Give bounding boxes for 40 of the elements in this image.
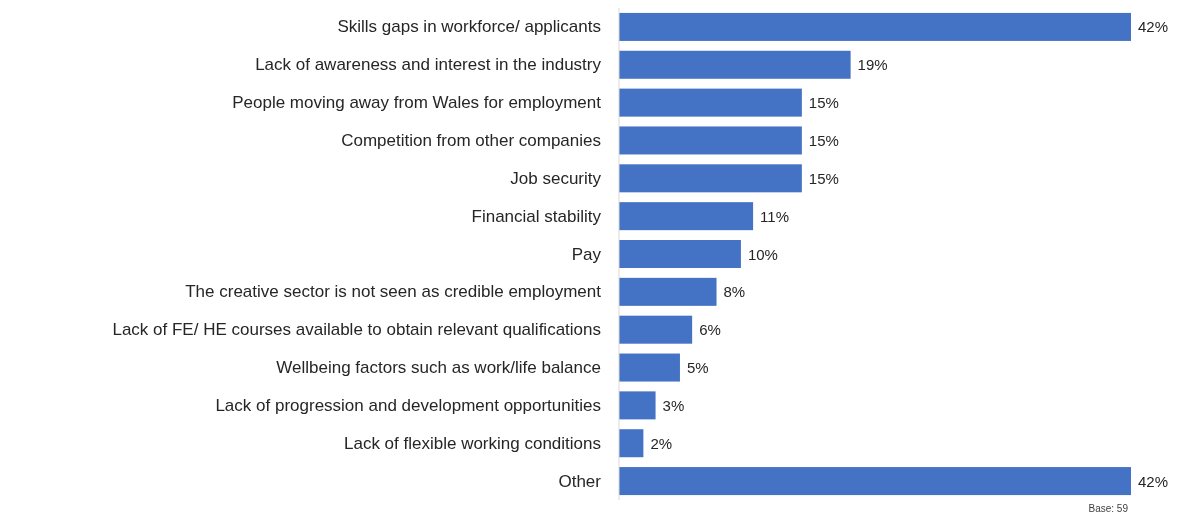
data-label: 3% — [662, 396, 685, 414]
bar — [619, 467, 1131, 496]
y-tick-label: Pay — [571, 244, 602, 264]
bar — [619, 88, 802, 117]
bar — [619, 12, 1131, 41]
data-label: 42% — [1138, 18, 1169, 36]
bar — [619, 315, 693, 344]
data-label: 8% — [723, 283, 746, 301]
bar — [619, 202, 754, 231]
y-tick-label: People moving away from Wales for employment — [232, 93, 602, 113]
data-label: 2% — [650, 434, 673, 452]
y-tick-label: Lack of progression and development opportunities — [215, 395, 601, 415]
y-tick-label: Wellbeing factors such as work/life balance — [276, 358, 601, 378]
data-label: 19% — [857, 56, 888, 74]
data-label: 15% — [808, 169, 839, 187]
bar — [619, 240, 741, 268]
data-label: 15% — [808, 131, 839, 149]
y-tick-label: Lack of flexible working conditions — [343, 433, 601, 453]
text: Base: 59 — [1088, 503, 1129, 514]
bar — [619, 391, 656, 420]
data-label: 6% — [699, 321, 721, 339]
bar — [619, 277, 717, 306]
y-tick-label: The creative sector is not seen as credible employment — [185, 282, 602, 302]
y-tick-label: Competition from other companies — [341, 130, 601, 150]
y-tick-label: Lack of awareness and interest in the industry — [255, 55, 602, 75]
y-tick-label: Skills gaps in workforce/ applicants — [337, 17, 601, 37]
data-label: 10% — [747, 245, 778, 263]
bar — [619, 50, 851, 79]
bar — [619, 353, 680, 382]
data-label: 42% — [1138, 472, 1169, 490]
y-tick-label: Financial stability — [471, 206, 602, 226]
y-tick-label: Other — [558, 471, 602, 491]
bar — [619, 164, 802, 193]
y-tick-label: Lack of FE/ HE courses available to obtain relevant qualifications — [112, 320, 601, 340]
y-tick-label: Job security — [510, 168, 602, 188]
data-label: 15% — [808, 94, 839, 112]
data-label: 5% — [686, 359, 709, 377]
bar — [619, 429, 644, 458]
bar — [619, 126, 802, 155]
data-label: 11% — [760, 207, 790, 225]
